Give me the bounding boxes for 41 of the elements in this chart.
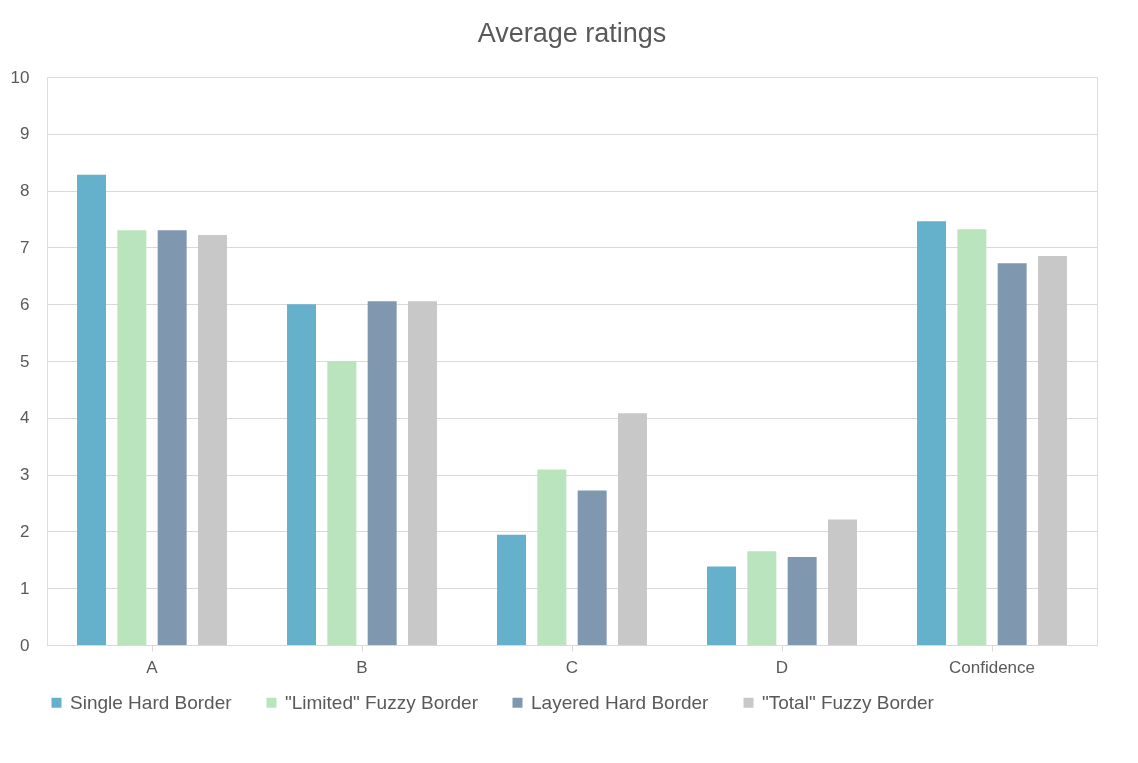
bar: [287, 304, 317, 645]
bar: [1037, 255, 1067, 645]
bar: [617, 413, 647, 645]
x-tick-label: B: [356, 657, 368, 677]
y-tick-label: 4: [20, 408, 30, 428]
y-tick-label: 7: [20, 237, 30, 257]
legend-label: Layered Hard Border: [531, 691, 710, 713]
x-tick-label: C: [565, 657, 579, 677]
bar: [787, 556, 817, 645]
y-tick-label: 6: [20, 294, 30, 314]
y-tick-label: 10: [10, 67, 30, 87]
y-tick-label: 3: [20, 465, 30, 485]
bar: [997, 263, 1027, 645]
bar: [497, 534, 527, 645]
chart-title: Average ratings: [477, 18, 667, 48]
y-tick-label: 9: [20, 124, 30, 144]
y-tick-label: 0: [20, 635, 30, 655]
bar: [77, 174, 107, 645]
legend-label: "Total" Fuzzy Border: [762, 691, 935, 713]
bar: [197, 234, 227, 645]
bar: [327, 361, 357, 645]
bar: [577, 490, 607, 645]
x-tick-label: D: [775, 657, 789, 677]
x-tick-label: A: [146, 657, 159, 677]
y-tick-label: 5: [20, 351, 30, 371]
y-tick-label: 8: [20, 181, 30, 201]
legend-label: "Limited" Fuzzy Border: [285, 691, 479, 713]
bar: [117, 230, 147, 645]
y-tick-label: 2: [20, 521, 30, 541]
y-tick-label: 1: [20, 578, 30, 598]
bar: [537, 469, 567, 645]
legend-label: Single Hard Border: [70, 691, 233, 713]
x-tick-label: Confidence: [948, 657, 1036, 677]
bar: [707, 566, 737, 645]
bar: [827, 519, 857, 645]
bar: [917, 221, 947, 645]
bar: [367, 301, 397, 645]
bar: [407, 301, 437, 645]
bar: [157, 230, 187, 645]
bar: [747, 551, 777, 645]
bar: [957, 229, 987, 645]
